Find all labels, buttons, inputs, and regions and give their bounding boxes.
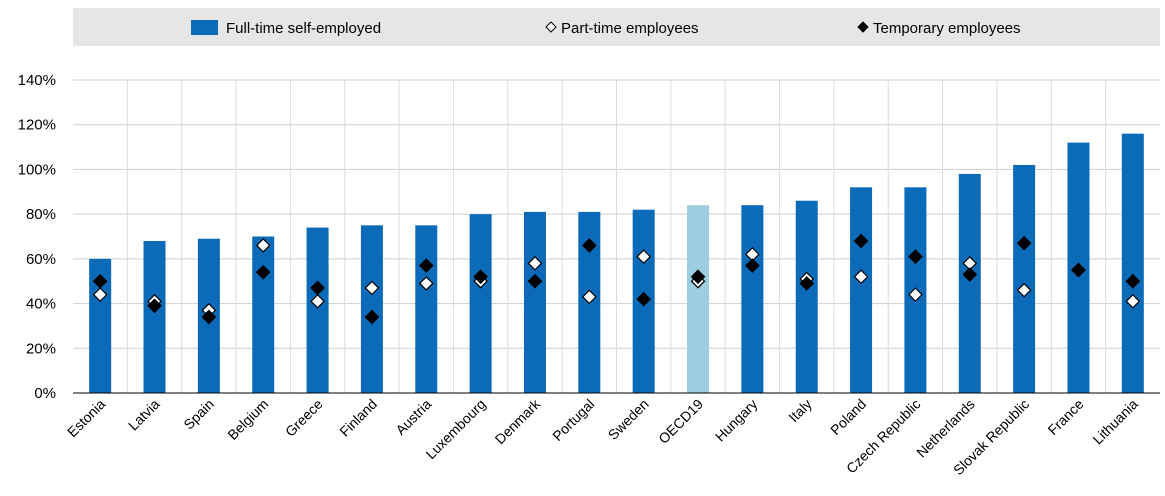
x-axis-category-labels: Estonia Latvia Spain Belgium Greece Finland Au… [64,395,1141,478]
part-time-employees-marker-estonia [92,287,108,302]
y-tick-label: 120% [18,117,56,134]
temporary-employees-marker-sweden [636,291,652,307]
legend-marker-filled-diamond [857,21,869,33]
part-time-employees-marker-slovak-republic [1016,282,1032,298]
bar-oecd19 [687,205,710,393]
part-time-employees-marker-greece [310,293,325,309]
bar-finland [360,225,383,393]
part-time-employees-marker-finland [364,280,380,296]
legend-label-part-time-employees: Part-time employees [561,20,699,37]
bar-estonia [89,258,112,393]
x-category-label: Greece [282,396,326,440]
x-category-label: France [1044,396,1086,438]
y-axis-tick-labels: 0% 20% 40% 60% 80% 100% 120% 140% [18,72,56,402]
temporary-employees-marker-denmark [527,273,543,289]
bar-denmark [523,211,546,393]
x-category-label: Spain [180,396,217,433]
part-time-employees-marker-denmark [527,255,543,271]
x-category-label: Hungary [712,396,761,445]
y-tick-label: 60% [26,251,56,268]
bar-belgium [252,236,275,393]
temporary-employees-marker-lithuania [1125,273,1141,289]
x-category-label: Italy [785,396,814,425]
temporary-employees-marker-austria [418,258,434,273]
x-category-label: Poland [827,396,869,438]
bar-latvia [143,240,166,393]
x-category-label: Austria [392,396,434,438]
bar-lithuania [1121,133,1144,393]
x-category-label: Estonia [64,396,108,440]
bar-poland [850,187,873,393]
bar-greece [306,227,329,393]
bar-luxembourg [469,214,492,393]
y-tick-label: 140% [18,72,56,89]
y-tick-label: 100% [18,161,56,178]
part-time-employees-marker-belgium [255,238,271,253]
temporary-employees-marker-netherlands [962,267,978,282]
temporary-employees-marker-greece [310,280,325,296]
temporary-employees-marker-estonia [92,273,108,289]
temporary-employees-marker-oecd19 [690,269,706,285]
part-time-employees-marker-sweden [636,249,652,264]
part-time-employees-marker-poland [853,269,869,285]
y-tick-label: 40% [26,296,56,313]
temporary-employees-marker-belgium [255,264,271,280]
temporary-employees-marker-luxembourg [473,269,488,285]
temporary-employees-marker-latvia [147,298,162,314]
bar-slovak-republic [1013,164,1036,393]
temporary-employees-marker-spain [201,309,217,325]
x-category-label: Finland [336,396,380,440]
temporary-employees-marker-france [1071,262,1086,278]
bar-hungary [741,205,764,393]
bar-italy [795,200,818,393]
y-tick-label: 0% [34,385,56,402]
y-tick-label: 20% [26,340,56,357]
legend: Full-time self-employed Part-time employ… [73,8,1160,46]
bar-netherlands [958,173,981,393]
legend-label-temporary-employees: Temporary employees [873,20,1021,37]
temporary-employees-marker-poland [853,233,869,249]
x-category-label: Portugal [549,396,597,444]
part-time-employees-marker-lithuania [1125,293,1141,309]
part-time-employees-marker-austria [418,276,434,291]
bar-austria [415,225,438,393]
markers [92,233,1141,325]
x-category-label: Belgium [224,396,271,443]
legend-swatch-bar [191,20,218,35]
x-category-label: Lithuania [1089,396,1141,448]
part-time-employees-marker-czech-republic [908,287,923,302]
gridlines [73,79,1160,393]
part-time-employees-marker-portugal [581,289,597,305]
x-category-label: Denmark [492,395,544,447]
x-category-label: Sweden [605,396,652,443]
legend-label-full-time-self-employed: Full-time self-employed [226,20,381,37]
temporary-employees-marker-italy [799,276,815,291]
legend-background [73,8,1160,46]
y-tick-label: 80% [26,206,56,223]
x-category-label: Latvia [125,396,163,434]
x-category-label: OECD19 [655,396,706,447]
temporary-employees-marker-czech-republic [908,249,923,264]
temporary-employees-marker-finland [364,309,380,325]
legend-marker-open-diamond [545,21,557,33]
temporary-employees-marker-hungary [745,258,760,273]
temporary-employees-marker-portugal [581,238,597,253]
temporary-employees-marker-slovak-republic [1016,235,1032,251]
